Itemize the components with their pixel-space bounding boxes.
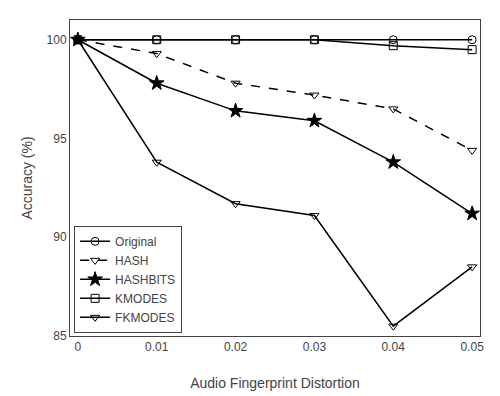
svg-text:0.02: 0.02 bbox=[224, 340, 248, 354]
svg-text:90: 90 bbox=[53, 230, 67, 244]
svg-text:85: 85 bbox=[53, 329, 67, 343]
svg-text:0: 0 bbox=[75, 340, 82, 354]
svg-text:Accuracy (%): Accuracy (%) bbox=[19, 136, 35, 219]
svg-text:0.03: 0.03 bbox=[303, 340, 327, 354]
svg-text:0.01: 0.01 bbox=[145, 340, 169, 354]
svg-text:FKMODES: FKMODES bbox=[115, 311, 174, 325]
svg-text:Audio Fingerprint Distortion: Audio Fingerprint Distortion bbox=[190, 375, 360, 391]
svg-text:95: 95 bbox=[53, 132, 67, 146]
svg-text:0.05: 0.05 bbox=[460, 340, 484, 354]
svg-text:HASHBITS: HASHBITS bbox=[115, 273, 175, 287]
svg-text:KMODES: KMODES bbox=[115, 292, 167, 306]
svg-text:HASH: HASH bbox=[115, 254, 148, 268]
svg-text:Original: Original bbox=[115, 235, 156, 249]
svg-text:0.04: 0.04 bbox=[382, 340, 406, 354]
svg-text:100: 100 bbox=[47, 33, 67, 47]
